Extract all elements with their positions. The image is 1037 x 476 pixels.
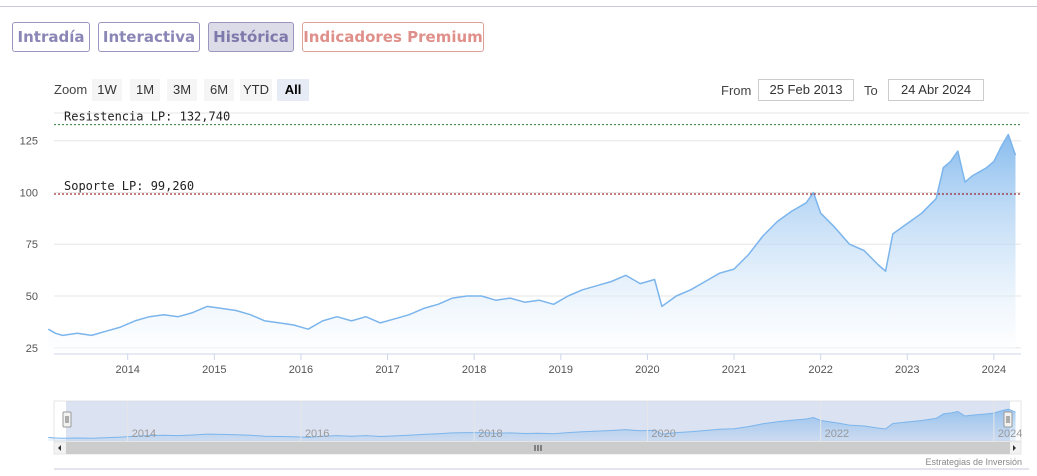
area-layer	[47, 133, 1017, 354]
tab-historica[interactable]: Histórica	[208, 22, 294, 52]
x-tick-label: 2020	[635, 364, 659, 376]
navigator-tick-label: 2020	[651, 428, 675, 440]
tab-intradia[interactable]: Intradía	[12, 22, 90, 52]
support-label: Soporte LP: 99,260	[64, 179, 194, 193]
x-tick-label: 2021	[722, 364, 746, 376]
navigator-right-handle[interactable]	[1003, 411, 1013, 428]
zoom-ytd-button[interactable]: YTD	[240, 79, 272, 101]
y-tick-label: 125	[20, 136, 38, 148]
scroll-left-arrow-icon	[58, 445, 61, 451]
navigator-tick-label: 2014	[132, 428, 156, 440]
navigator-area	[48, 409, 1016, 441]
zoom-all-button[interactable]: All	[277, 79, 309, 101]
x-tick-label: 2022	[808, 364, 832, 376]
x-tick-label: 2015	[202, 364, 226, 376]
credit-text: Estrategias de Inversión	[925, 457, 1022, 467]
y-tick-label: 75	[26, 239, 38, 251]
zoom-label: Zoom	[54, 82, 88, 97]
x-tick-label: 2014	[115, 364, 139, 376]
y-tick-label: 100	[20, 187, 38, 199]
navigator-tick-label: 2022	[825, 428, 849, 440]
scroll-right-arrow-icon	[1013, 445, 1016, 451]
axis-layer: 25 50 75 100 125 2014 2015 2016 2017 2018 2019 2020…	[20, 136, 1021, 376]
to-date-input[interactable]: 24 Abr 2024	[888, 79, 984, 101]
from-date-input[interactable]: 25 Feb 2013	[758, 79, 854, 101]
zoom-3m-button[interactable]: 3M	[167, 79, 197, 101]
annotation-layer: Resistencia LP: 132,740 Soporte LP: 99,26…	[54, 110, 1021, 195]
navigator-line	[48, 408, 1016, 439]
from-label: From	[721, 83, 752, 98]
to-label: To	[864, 83, 878, 98]
x-tick-label: 2017	[375, 364, 399, 376]
tab-interactiva[interactable]: Interactiva	[98, 22, 200, 52]
zoom-6m-button[interactable]: 6M	[204, 79, 234, 101]
zoom-1m-button[interactable]: 1M	[130, 79, 160, 101]
series-line	[47, 133, 1017, 337]
scrollbar[interactable]	[53, 441, 1022, 455]
top-divider	[0, 6, 1037, 7]
y-tick-label: 25	[26, 343, 38, 355]
x-tick-label: 2023	[895, 364, 919, 376]
x-tick-label: 2024	[982, 364, 1006, 376]
navigator: 2014 2016 2018 2020 2022 2024	[48, 400, 1029, 470]
tab-indicadores-premium[interactable]: Indicadores Premium	[302, 22, 484, 52]
y-tick-label: 50	[26, 291, 38, 303]
navigator-tick-label: 2016	[305, 428, 329, 440]
x-tick-label: 2016	[289, 364, 313, 376]
navigator-tick-label: 2024	[998, 428, 1022, 440]
zoom-1w-button[interactable]: 1W	[92, 79, 122, 101]
x-tick-label: 2018	[462, 364, 486, 376]
series-area	[48, 134, 1016, 354]
resistance-label: Resistencia LP: 132,740	[64, 110, 230, 124]
x-tick-label: 2019	[549, 364, 573, 376]
navigator-tick-label: 2018	[478, 428, 502, 440]
navigator-left-handle[interactable]	[62, 411, 72, 428]
